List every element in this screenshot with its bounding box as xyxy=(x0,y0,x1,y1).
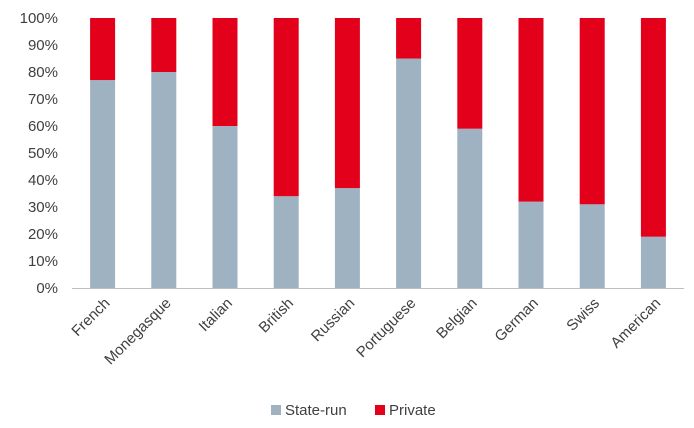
x-tick-label: Russian xyxy=(308,295,358,345)
bar-private xyxy=(90,18,116,81)
y-tick-label: 90% xyxy=(28,37,58,54)
y-tick-label: 50% xyxy=(28,145,58,162)
x-tick-label: American xyxy=(607,295,664,352)
bar-state-run xyxy=(151,72,177,288)
y-tick-label: 30% xyxy=(28,199,58,216)
bar-state-run xyxy=(334,188,360,288)
x-tick-label: British xyxy=(256,295,297,336)
y-tick-label: 100% xyxy=(20,10,58,27)
bar-private xyxy=(579,18,605,205)
x-tick-label: Portuguese xyxy=(353,295,419,361)
y-tick-label: 60% xyxy=(28,118,58,135)
bar-private xyxy=(640,18,666,237)
y-tick-label: 0% xyxy=(36,280,58,297)
y-tick-label: 10% xyxy=(28,253,58,270)
bar-private xyxy=(457,18,483,129)
legend-swatch-state-run xyxy=(271,405,281,415)
legend: State-run Private xyxy=(271,402,436,419)
legend-swatch-private xyxy=(375,405,385,415)
legend-label-state-run: State-run xyxy=(285,402,347,419)
y-tick-label: 20% xyxy=(28,226,58,243)
bar-private xyxy=(212,18,238,126)
bar-state-run xyxy=(457,128,483,288)
y-tick-label: 70% xyxy=(28,91,58,108)
x-tick-label: Swiss xyxy=(563,295,603,335)
x-tick-label: French xyxy=(68,295,113,340)
x-tick-label: Italian xyxy=(196,295,236,335)
bar-state-run xyxy=(396,58,422,288)
bar-state-run xyxy=(273,196,299,288)
legend-label-private: Private xyxy=(389,402,436,419)
bar-private xyxy=(334,18,360,189)
bar-private xyxy=(151,18,177,72)
bar-state-run xyxy=(579,204,605,288)
bar-private xyxy=(396,18,422,59)
bar-state-run xyxy=(640,236,666,288)
bars xyxy=(90,18,666,288)
y-tick-label: 80% xyxy=(28,64,58,81)
x-tick-label: German xyxy=(491,295,541,345)
bar-private xyxy=(273,18,299,197)
bar-state-run xyxy=(212,126,238,288)
bar-state-run xyxy=(90,80,116,288)
bar-state-run xyxy=(518,201,544,288)
y-axis: 0% 10% 20% 30% 40% 50% 60% 70% 80% 90% 100% xyxy=(20,10,58,297)
x-tick-label: Belgian xyxy=(433,295,480,342)
y-tick-label: 40% xyxy=(28,172,58,189)
bar-private xyxy=(518,18,544,202)
